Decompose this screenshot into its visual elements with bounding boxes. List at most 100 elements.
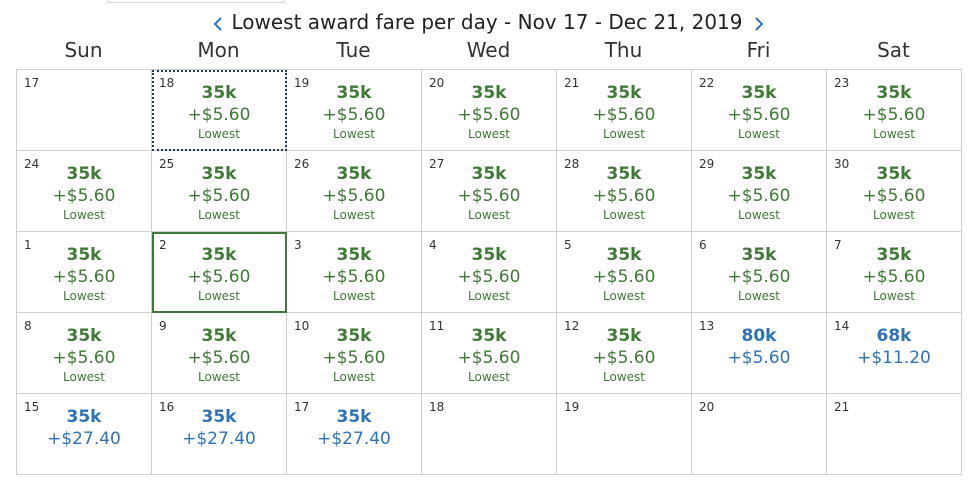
calendar-day-cell[interactable]: 7 35k +$5.60 Lowest bbox=[827, 232, 962, 313]
calendar-day-cell[interactable]: 18 bbox=[422, 394, 557, 475]
award-taxes: +$27.40 bbox=[317, 429, 391, 449]
day-number: 13 bbox=[699, 319, 715, 333]
award-miles: 35k bbox=[336, 164, 372, 184]
calendar-day-cell[interactable]: 25 35k +$5.60 Lowest bbox=[152, 151, 287, 232]
calendar-day-cell[interactable]: 3 35k +$5.60 Lowest bbox=[287, 232, 422, 313]
day-number: 10 bbox=[294, 319, 310, 333]
calendar-day-cell[interactable]: 15 35k +$27.40 bbox=[17, 394, 152, 475]
award-miles: 35k bbox=[201, 326, 237, 346]
award-miles: 35k bbox=[471, 326, 507, 346]
lowest-fare-badge: Lowest bbox=[603, 127, 645, 141]
day-number: 23 bbox=[834, 76, 850, 90]
calendar-day-cell[interactable]: 29 35k +$5.60 Lowest bbox=[692, 151, 827, 232]
day-number: 18 bbox=[429, 400, 445, 414]
calendar-day-cell[interactable]: 16 35k +$27.40 bbox=[152, 394, 287, 475]
award-miles: 35k bbox=[876, 245, 912, 265]
lowest-fare-badge: Lowest bbox=[198, 127, 240, 141]
calendar-day-cell[interactable]: 6 35k +$5.60 Lowest bbox=[692, 232, 827, 313]
calendar-day-cell[interactable]: 8 35k +$5.60 Lowest bbox=[17, 313, 152, 394]
award-miles: 35k bbox=[201, 83, 237, 103]
calendar-day-cell[interactable]: 19 bbox=[557, 394, 692, 475]
weekday-label-wed: Wed bbox=[466, 38, 511, 62]
day-number: 20 bbox=[429, 76, 445, 90]
calendar-day-cell[interactable]: 30 35k +$5.60 Lowest bbox=[827, 151, 962, 232]
award-miles: 35k bbox=[741, 245, 777, 265]
fare-info: 35k +$5.60 Lowest bbox=[287, 163, 421, 223]
fare-info: 35k +$5.60 Lowest bbox=[287, 244, 421, 304]
award-calendar-grid: 17 18 35k +$5.60 Lowest 19 35k +$5.60 Lowest 20 35… bbox=[16, 69, 962, 475]
fare-info: 35k +$5.60 Lowest bbox=[557, 82, 691, 142]
weekday-header-row: Sun Mon Tue Wed Thu Fri Sat bbox=[16, 38, 960, 64]
weekday-label-sat: Sat bbox=[877, 38, 910, 62]
day-number: 30 bbox=[834, 157, 850, 171]
award-taxes: +$27.40 bbox=[47, 429, 121, 449]
next-range-button[interactable] bbox=[749, 12, 769, 36]
fare-info: 68k +$11.20 bbox=[827, 325, 961, 369]
day-number: 7 bbox=[834, 238, 842, 252]
day-number: 28 bbox=[564, 157, 580, 171]
calendar-header: Lowest award fare per day - Nov 17 - Dec… bbox=[0, 6, 974, 38]
fare-info: 35k +$5.60 Lowest bbox=[152, 244, 286, 304]
calendar-day-cell[interactable]: 21 bbox=[827, 394, 962, 475]
fare-info: 35k +$5.60 Lowest bbox=[17, 325, 151, 385]
fare-info: 35k +$5.60 Lowest bbox=[287, 82, 421, 142]
calendar-day-cell[interactable]: 24 35k +$5.60 Lowest bbox=[17, 151, 152, 232]
award-miles: 35k bbox=[201, 407, 237, 427]
calendar-day-cell[interactable]: 26 35k +$5.60 Lowest bbox=[287, 151, 422, 232]
calendar-day-cell[interactable]: 5 35k +$5.60 Lowest bbox=[557, 232, 692, 313]
day-number: 11 bbox=[429, 319, 445, 333]
calendar-day-cell[interactable]: 14 68k +$11.20 bbox=[827, 313, 962, 394]
award-taxes: +$5.60 bbox=[457, 267, 521, 287]
fare-info: 35k +$27.40 bbox=[152, 406, 286, 450]
calendar-day-cell[interactable]: 9 35k +$5.60 Lowest bbox=[152, 313, 287, 394]
award-taxes: +$5.60 bbox=[457, 105, 521, 125]
calendar-day-cell[interactable]: 18 35k +$5.60 Lowest bbox=[152, 70, 287, 151]
fare-info: 35k +$5.60 Lowest bbox=[692, 82, 826, 142]
calendar-day-cell[interactable]: 13 80k +$5.60 bbox=[692, 313, 827, 394]
calendar-day-cell[interactable]: 21 35k +$5.60 Lowest bbox=[557, 70, 692, 151]
calendar-day-cell[interactable]: 23 35k +$5.60 Lowest bbox=[827, 70, 962, 151]
fare-info: 35k +$5.60 Lowest bbox=[152, 82, 286, 142]
day-number: 1 bbox=[24, 238, 32, 252]
lowest-fare-badge: Lowest bbox=[603, 289, 645, 303]
day-number: 6 bbox=[699, 238, 707, 252]
top-edge-box bbox=[107, 0, 285, 3]
calendar-day-cell[interactable]: 17 bbox=[17, 70, 152, 151]
award-taxes: +$5.60 bbox=[52, 267, 116, 287]
lowest-fare-badge: Lowest bbox=[333, 127, 375, 141]
calendar-day-cell[interactable]: 20 bbox=[692, 394, 827, 475]
calendar-day-cell[interactable]: 28 35k +$5.60 Lowest bbox=[557, 151, 692, 232]
award-miles: 35k bbox=[606, 326, 642, 346]
calendar-day-cell[interactable]: 12 35k +$5.60 Lowest bbox=[557, 313, 692, 394]
lowest-fare-badge: Lowest bbox=[63, 208, 105, 222]
fare-info: 35k +$5.60 Lowest bbox=[557, 325, 691, 385]
previous-range-button[interactable] bbox=[208, 12, 228, 36]
calendar-day-cell[interactable]: 4 35k +$5.60 Lowest bbox=[422, 232, 557, 313]
calendar-day-cell[interactable]: 19 35k +$5.60 Lowest bbox=[287, 70, 422, 151]
lowest-fare-badge: Lowest bbox=[198, 370, 240, 384]
calendar-day-cell[interactable]: 20 35k +$5.60 Lowest bbox=[422, 70, 557, 151]
lowest-fare-badge: Lowest bbox=[198, 289, 240, 303]
award-taxes: +$5.60 bbox=[592, 267, 656, 287]
calendar-day-cell[interactable]: 10 35k +$5.60 Lowest bbox=[287, 313, 422, 394]
calendar-day-cell[interactable]: 27 35k +$5.60 Lowest bbox=[422, 151, 557, 232]
award-taxes: +$5.60 bbox=[457, 186, 521, 206]
day-number: 24 bbox=[24, 157, 40, 171]
day-number: 18 bbox=[159, 76, 175, 90]
award-taxes: +$5.60 bbox=[322, 267, 386, 287]
award-taxes: +$5.60 bbox=[727, 105, 791, 125]
lowest-fare-badge: Lowest bbox=[873, 289, 915, 303]
lowest-fare-badge: Lowest bbox=[468, 289, 510, 303]
award-miles: 35k bbox=[201, 164, 237, 184]
fare-info: 35k +$5.60 Lowest bbox=[692, 163, 826, 223]
calendar-day-cell[interactable]: 22 35k +$5.60 Lowest bbox=[692, 70, 827, 151]
calendar-day-cell[interactable]: 17 35k +$27.40 bbox=[287, 394, 422, 475]
calendar-day-cell[interactable]: 1 35k +$5.60 Lowest bbox=[17, 232, 152, 313]
day-number: 4 bbox=[429, 238, 437, 252]
calendar-day-cell[interactable]: 11 35k +$5.60 Lowest bbox=[422, 313, 557, 394]
calendar-day-cell[interactable]: 2 35k +$5.60 Lowest bbox=[152, 232, 287, 313]
award-miles: 80k bbox=[741, 326, 777, 346]
award-taxes: +$5.60 bbox=[862, 186, 926, 206]
award-miles: 35k bbox=[201, 245, 237, 265]
fare-info: 80k +$5.60 bbox=[692, 325, 826, 369]
